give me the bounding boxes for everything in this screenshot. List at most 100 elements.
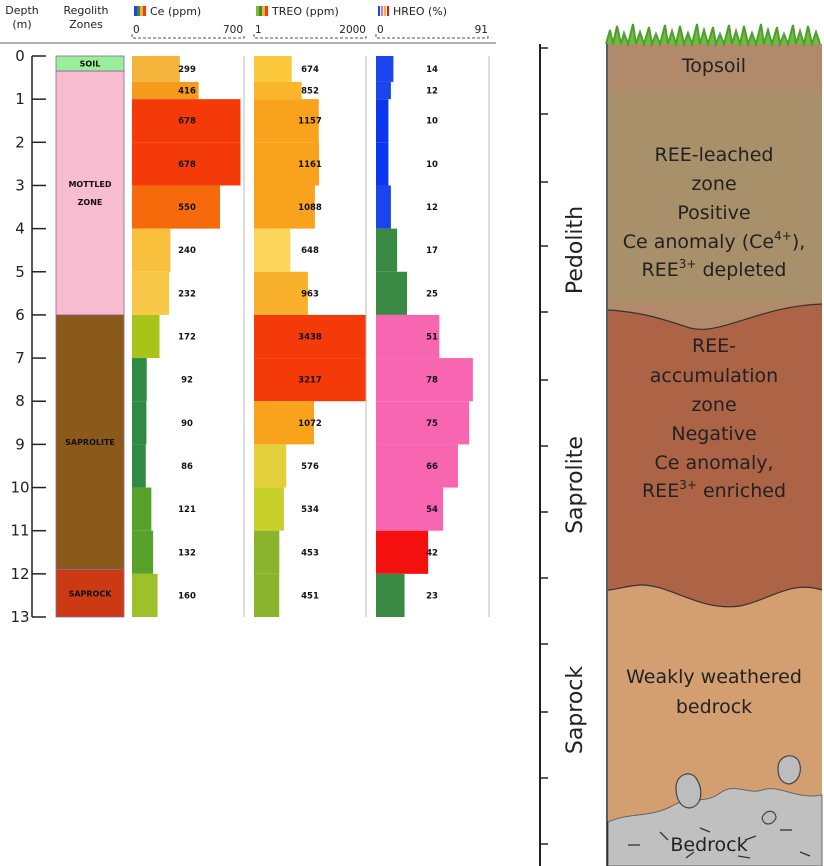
layer-ree-leached bbox=[608, 91, 822, 301]
treo-bar bbox=[254, 530, 280, 574]
accum-text-5: Ce anomaly, bbox=[654, 452, 773, 474]
zone-label: SAPROLITE bbox=[65, 438, 115, 447]
hreo-bar bbox=[376, 228, 398, 272]
treo-value-label: 1157 bbox=[298, 117, 322, 127]
leached-text-3: Positive bbox=[677, 202, 750, 224]
hreo-bar bbox=[376, 487, 444, 531]
hreo-value-label: 12 bbox=[426, 87, 438, 97]
hreo-bar bbox=[376, 185, 391, 229]
hreo-bar bbox=[376, 99, 389, 143]
ce-header: Ce (ppm) bbox=[150, 5, 201, 18]
treo-value-label: 674 bbox=[301, 65, 319, 75]
hreo-bar bbox=[376, 56, 394, 82]
ce-bar bbox=[132, 487, 152, 531]
side-label-saprock: Saprock bbox=[563, 666, 588, 755]
hreo-value-label: 66 bbox=[426, 462, 438, 472]
layer-text-topsoil: Topsoil bbox=[681, 55, 746, 77]
ce-bar bbox=[132, 530, 154, 574]
ce-value-label: 678 bbox=[178, 117, 196, 127]
hreo-value-label: 17 bbox=[426, 246, 438, 256]
ce-bars: 299 416 678 678 550 240 232 172 92 90 86 121 132 160 bbox=[132, 56, 241, 617]
hreo-bar bbox=[376, 530, 429, 574]
accum-text-3: zone bbox=[691, 394, 736, 416]
accum-text-1: REE- bbox=[692, 335, 736, 357]
accum-text-6: REE3+ enriched bbox=[642, 478, 786, 502]
hreo-value-label: 54 bbox=[426, 505, 438, 515]
ce-value-label: 90 bbox=[181, 419, 193, 429]
zone-label: SAPROCK bbox=[69, 589, 113, 598]
hreo-value-label: 12 bbox=[426, 203, 438, 213]
ce-bar bbox=[132, 228, 171, 272]
ce-bar bbox=[132, 142, 241, 186]
grass-icon bbox=[605, 23, 821, 48]
ce-bar bbox=[132, 56, 180, 82]
depth-tick-label: 1 bbox=[15, 90, 25, 108]
hreo-value-label: 10 bbox=[426, 160, 438, 170]
saprock-text-1: Weakly weathered bbox=[626, 666, 802, 688]
ce-value-label: 132 bbox=[178, 548, 196, 558]
accum-text-4: Negative bbox=[671, 423, 756, 445]
treo-value-label: 1161 bbox=[298, 160, 322, 170]
treo-value-label: 3217 bbox=[298, 376, 322, 386]
leached-text-2: zone bbox=[691, 173, 736, 195]
ce-bar bbox=[132, 444, 146, 488]
ce-bar bbox=[132, 573, 158, 617]
treo-bar bbox=[254, 314, 366, 359]
depth-tick-label: 10 bbox=[10, 479, 29, 497]
treo-value-label: 1088 bbox=[298, 203, 322, 213]
leached-text-5: REE3+ depleted bbox=[642, 257, 787, 281]
treo-header: TREO (ppm) bbox=[271, 5, 339, 18]
treo-value-label: 1072 bbox=[298, 419, 322, 429]
treo-bar bbox=[254, 56, 292, 82]
treo-bar bbox=[254, 444, 287, 488]
depth-tick-label: 7 bbox=[15, 349, 25, 367]
layer-bedrock bbox=[607, 788, 823, 866]
hreo-value-label: 14 bbox=[426, 65, 438, 75]
zone-box bbox=[55, 314, 125, 570]
treo-value-label: 451 bbox=[301, 591, 319, 601]
hreo-bars: 14 12 10 10 12 17 25 51 78 75 66 54 42 23 bbox=[376, 56, 473, 617]
hreo-bar bbox=[376, 573, 405, 617]
ce-value-label: 172 bbox=[178, 333, 196, 343]
hreo-bar bbox=[376, 271, 408, 315]
ce-value-label: 299 bbox=[178, 65, 196, 75]
ce-bar bbox=[132, 81, 199, 100]
treo-value-label: 576 bbox=[301, 462, 319, 472]
treo-value-label: 3438 bbox=[298, 333, 322, 343]
column-headers: Depth (m) Regolith Zones Ce (ppm) TREO (… bbox=[0, 4, 496, 44]
ce-value-label: 240 bbox=[178, 246, 196, 256]
regolith-zones: SOIL MOTTLED ZONE SAPROLITE SAPROCK bbox=[55, 55, 125, 618]
boundary-line-lower bbox=[607, 584, 823, 608]
ce-bar bbox=[132, 358, 147, 402]
treo-bar bbox=[254, 487, 284, 531]
treo-bar bbox=[254, 401, 315, 445]
depth-tick-label: 13 bbox=[10, 608, 29, 626]
layer-topsoil bbox=[608, 46, 822, 91]
ce-range-max: 700 bbox=[223, 24, 243, 36]
treo-value-label: 852 bbox=[301, 87, 319, 97]
side-label-saprolite: Saprolite bbox=[563, 436, 588, 534]
zone-box bbox=[55, 569, 125, 618]
depth-tick-label: 11 bbox=[10, 522, 29, 540]
treo-value-label: 963 bbox=[301, 289, 319, 299]
hreo-value-label: 78 bbox=[426, 376, 438, 386]
hreo-value-label: 10 bbox=[426, 117, 438, 127]
saprock-text-2: bedrock bbox=[676, 696, 752, 718]
ce-bar bbox=[132, 99, 241, 143]
side-label-pedolith: Pedolith bbox=[563, 206, 588, 294]
ce-bar bbox=[132, 185, 220, 229]
depth-header-line1: Depth bbox=[5, 4, 39, 17]
treo-bars: 674 852 1157 1161 1088 648 963 3438 3217 1072 576 5… bbox=[254, 56, 366, 617]
ce-range-min: 0 bbox=[133, 24, 140, 36]
zones-header-line2: Zones bbox=[69, 18, 103, 31]
treo-bar bbox=[254, 271, 308, 315]
hreo-bar bbox=[376, 401, 470, 445]
layer-text-bedrock: Bedrock bbox=[670, 834, 747, 856]
profile-axis-ticks bbox=[540, 47, 548, 845]
depth-tick-label: 6 bbox=[15, 306, 25, 324]
bedrock-rock-fragments bbox=[675, 755, 801, 825]
hreo-range-max: 91 bbox=[475, 24, 488, 36]
layer-ree-accumulation bbox=[608, 304, 822, 607]
